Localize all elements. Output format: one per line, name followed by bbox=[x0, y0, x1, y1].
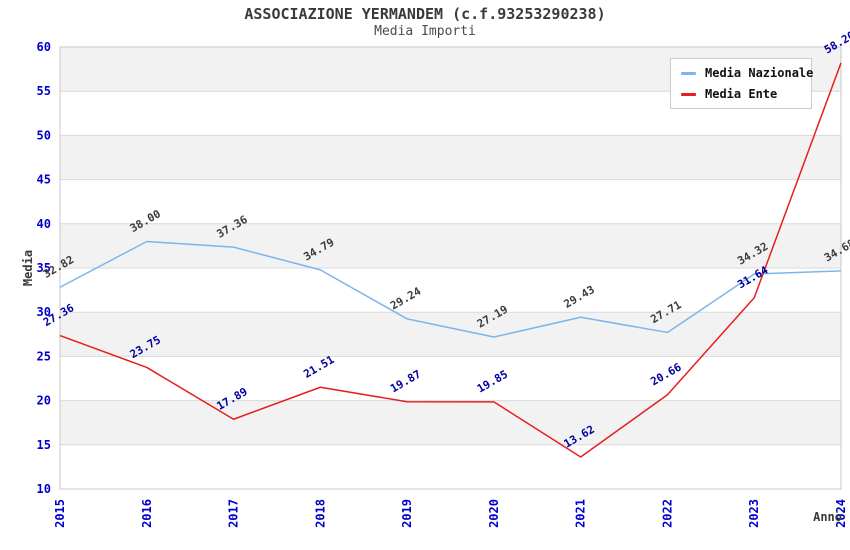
x-tick-label: 2023 bbox=[747, 499, 761, 528]
y-axis-title: Media bbox=[21, 249, 35, 287]
x-tick-label: 2024 bbox=[834, 499, 848, 528]
x-tick-label: 2016 bbox=[140, 499, 154, 528]
series-line bbox=[59, 62, 842, 458]
plot-border bbox=[59, 46, 842, 490]
x-tick-label: 2021 bbox=[574, 499, 588, 528]
point-label: 20.66 bbox=[648, 360, 684, 388]
point-label: 21.51 bbox=[301, 353, 337, 381]
x-tick-label: 2017 bbox=[227, 499, 241, 528]
x-tick-label: 2019 bbox=[400, 499, 414, 528]
point-label: 32.82 bbox=[41, 253, 76, 281]
y-tick-label: 50 bbox=[37, 128, 51, 142]
y-tick-label: 20 bbox=[37, 394, 51, 408]
grid-band bbox=[60, 400, 841, 445]
point-label: 19.85 bbox=[475, 368, 510, 396]
y-tick-label: 25 bbox=[37, 349, 51, 363]
series-line bbox=[59, 240, 842, 338]
point-label: 29.24 bbox=[388, 285, 424, 313]
x-axis-title: Anno bbox=[813, 510, 842, 524]
legend-label-nazionale: Media Nazionale bbox=[705, 66, 814, 80]
legend-swatch-nazionale-icon bbox=[681, 71, 696, 75]
y-tick-label: 55 bbox=[37, 84, 51, 98]
legend-swatch-ente-icon bbox=[681, 92, 696, 96]
x-tick-label: 2015 bbox=[53, 499, 67, 528]
chart-subtitle: Media Importi bbox=[374, 24, 476, 39]
legend-item-ente: Media Ente bbox=[681, 87, 801, 101]
x-tick-label: 2022 bbox=[660, 499, 674, 528]
y-tick-label: 45 bbox=[37, 173, 51, 187]
chart-title: ASSOCIAZIONE YERMANDEM (c.f.93253290238) bbox=[244, 5, 606, 23]
y-tick-label: 10 bbox=[37, 482, 51, 496]
grid-band bbox=[60, 312, 841, 357]
x-tick-label: 2018 bbox=[313, 499, 327, 528]
grid-band bbox=[60, 223, 841, 268]
y-tick-label: 30 bbox=[37, 305, 51, 319]
x-tick-label: 2020 bbox=[487, 499, 501, 528]
grid-band bbox=[60, 135, 841, 180]
y-tick-label: 60 bbox=[37, 40, 51, 54]
point-label: 19.87 bbox=[388, 368, 423, 396]
y-tick-label: 15 bbox=[37, 438, 51, 452]
y-tick-label: 40 bbox=[37, 217, 51, 231]
point-label: 29.43 bbox=[562, 283, 597, 311]
legend: Media Nazionale Media Ente bbox=[670, 58, 813, 109]
legend-item-nazionale: Media Nazionale bbox=[681, 66, 813, 80]
y-tick-label: 35 bbox=[37, 261, 51, 275]
legend-label-ente: Media Ente bbox=[705, 87, 778, 101]
